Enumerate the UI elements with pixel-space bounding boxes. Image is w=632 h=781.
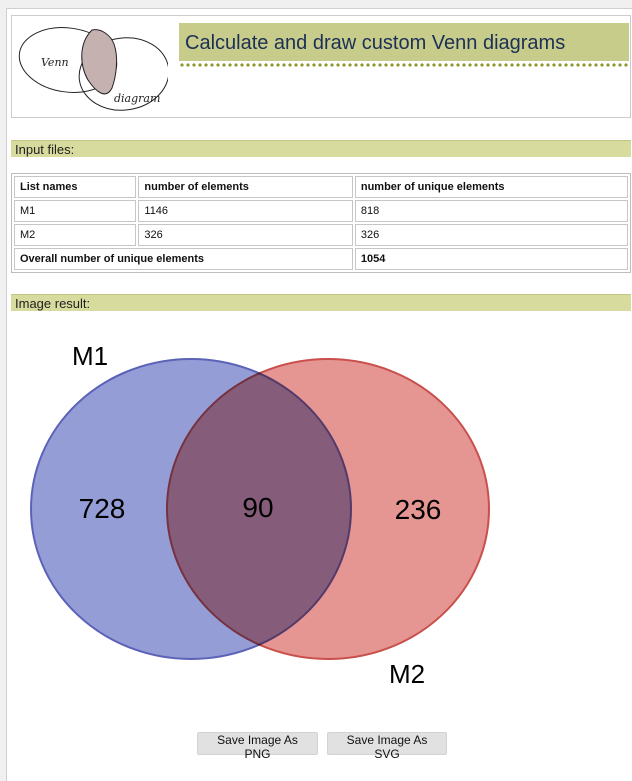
title-dotted-underline [179, 62, 629, 68]
venn-diagram: M1 M2 728 90 236 [30, 341, 490, 689]
list-name-cell: M2 [14, 224, 137, 246]
venn-set-b-circle [166, 358, 490, 660]
logo-intersection [81, 29, 118, 95]
column-header: List names [14, 176, 137, 198]
table-row: M2 326 326 [14, 224, 628, 246]
list-name-cell: M1 [14, 200, 137, 222]
venn-logo: Venn diagram [18, 27, 168, 111]
elements-cell: 1146 [138, 200, 353, 222]
logo-word-diagram: diagram [114, 92, 160, 105]
input-files-table: List names number of elements number of … [11, 173, 631, 273]
venn-set-a-label: M1 [72, 341, 108, 371]
page-title: Calculate and draw custom Venn diagrams [185, 32, 566, 54]
table-header-row: List names number of elements number of … [14, 176, 628, 198]
venn-intersection-count: 90 [242, 492, 273, 523]
column-header: number of elements [138, 176, 353, 198]
column-header: number of unique elements [354, 176, 628, 198]
venn-set-b-label: M2 [389, 659, 425, 689]
input-files-section-header: Input files: [11, 140, 631, 157]
unique-elements-cell: 818 [354, 200, 628, 222]
image-result-heading: Image result: [15, 296, 91, 311]
table-row: M1 1146 818 [14, 200, 628, 222]
save-svg-button[interactable]: Save Image As SVG [327, 732, 447, 761]
elements-cell: 326 [138, 224, 353, 246]
page: Venn diagram Calculate and draw custom V… [6, 8, 632, 781]
header: Venn diagram Calculate and draw custom V… [11, 15, 631, 118]
logo-word-venn: Venn [41, 56, 69, 69]
input-files-heading: Input files: [15, 142, 75, 157]
venn-only-b-count: 236 [395, 494, 442, 525]
image-result-section-header: Image result: [11, 294, 631, 311]
overall-unique-value: 1054 [354, 248, 628, 270]
unique-elements-cell: 326 [354, 224, 628, 246]
save-png-button[interactable]: Save Image As PNG [197, 732, 318, 761]
overall-unique-label: Overall number of unique elements [14, 248, 353, 270]
logo-right-circle [78, 37, 168, 111]
venn-only-a-count: 728 [79, 493, 126, 524]
page-title-bar: Calculate and draw custom Venn diagrams [179, 23, 629, 61]
table-total-row: Overall number of unique elements 1054 [14, 248, 628, 270]
